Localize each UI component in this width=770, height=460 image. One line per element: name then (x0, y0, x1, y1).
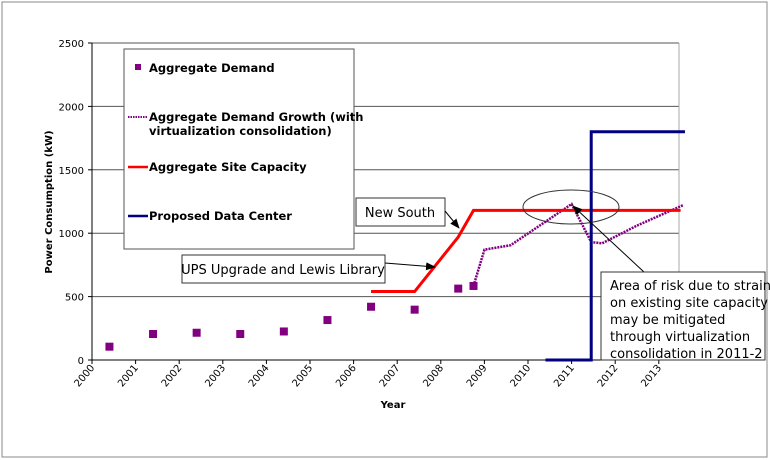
demand-point (149, 330, 158, 339)
data-center-line (545, 130, 685, 362)
annotation-risk-area: Area of risk due to strain on existing s… (522, 189, 770, 362)
demand-point (454, 284, 463, 293)
demand-point (236, 330, 245, 339)
legend-label-datacenter: Proposed Data Center (149, 209, 292, 223)
demand-point (323, 316, 332, 325)
annotation-ups-upgrade: UPS Upgrade and Lewis Library (181, 254, 436, 284)
y-tick-label: 0 (78, 356, 84, 367)
legend-label-growth: Aggregate Demand Growth (with (149, 110, 363, 124)
svg-text:Area of risk due to strain: Area of risk due to strain (610, 279, 770, 294)
demand-point (410, 305, 419, 314)
demand-point (105, 342, 114, 351)
legend-label-capacity: Aggregate Site Capacity (149, 160, 307, 174)
legend-marker-demand (135, 64, 141, 70)
x-axis-label: Year (380, 400, 406, 411)
site-capacity-line (371, 208, 681, 294)
y-axis-label: Power Consumption (kW) (44, 130, 55, 273)
y-tick-label: 1500 (59, 166, 84, 177)
demand-point (279, 327, 288, 336)
svg-text:through virtualization: through virtualization (610, 330, 750, 345)
legend-label-growth-2: virtualization consolidation) (149, 124, 332, 138)
svg-text:on existing site capacity: on existing site capacity (610, 296, 768, 311)
svg-text:consolidation in 2011-2: consolidation in 2011-2 (610, 347, 763, 362)
y-tick-label: 2500 (59, 39, 84, 50)
demand-point (367, 302, 376, 311)
y-tick-label: 2000 (59, 102, 84, 113)
legend: Aggregate Demand Aggregate Demand Growth… (123, 48, 363, 250)
svg-text:UPS Upgrade and Lewis Library: UPS Upgrade and Lewis Library (181, 263, 385, 278)
demand-growth-line (472, 202, 684, 287)
legend-label-demand: Aggregate Demand (149, 61, 275, 75)
svg-text:may be mitigated: may be mitigated (610, 313, 725, 328)
y-tick-label: 1000 (59, 229, 84, 240)
demand-point (192, 328, 201, 337)
y-tick-label: 500 (65, 293, 84, 304)
annotation-new-south: New South (355, 197, 460, 229)
svg-text:New South: New South (365, 206, 435, 221)
